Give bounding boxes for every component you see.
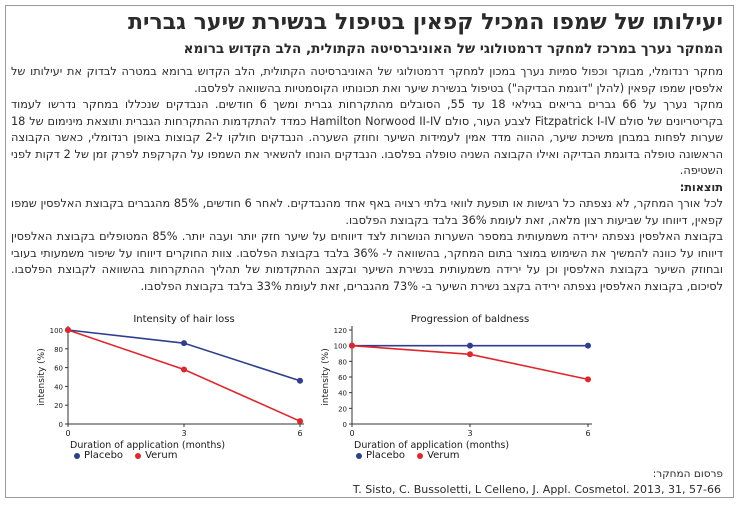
y-tick-label: 80 xyxy=(54,346,63,354)
method-paragraph: מחקר נערך על 66 גברים בריאים בגילאי 18 ע… xyxy=(11,98,724,177)
y-tick-label: 0 xyxy=(343,421,347,429)
results-paragraph: לכל אורך המחקר, לא נצפתה כל רגישות או תו… xyxy=(11,197,723,227)
x-tick-label: 6 xyxy=(585,429,590,438)
chart-title: Intensity of hair loss xyxy=(133,314,234,325)
legend-item: Placebo xyxy=(356,450,405,461)
source-label: פרסום המחקר: xyxy=(652,468,723,480)
x-tick-label: 0 xyxy=(349,429,354,438)
verum-marker-icon xyxy=(417,452,424,459)
y-tick-label: 100 xyxy=(334,343,347,351)
baldness-legend: Placebo Verum xyxy=(356,450,459,461)
legend-label: Verum xyxy=(145,450,178,461)
series-line-placebo xyxy=(67,329,301,382)
hair-loss-legend: Placebo Verum xyxy=(74,450,177,461)
placebo-marker-icon xyxy=(74,452,80,459)
article-subtitle: המחקר נערך במרכז למחקר דרמטולוגי של האונ… xyxy=(183,41,723,57)
article-title: יעילותו של שמפו המכיל קפאין בטיפול בנשיר… xyxy=(128,10,723,35)
chart-title: Progression of baldness xyxy=(411,314,529,325)
legend-label: Placebo xyxy=(366,450,406,461)
y-tick-label: 60 xyxy=(54,365,63,373)
results-heading: תוצאות: xyxy=(679,180,723,194)
article-body: מחקר רנדומלי, מבוקר וכפול סמיות נערך במכ… xyxy=(11,64,723,295)
legend-item: Verum xyxy=(135,450,177,461)
y-tick-label: 40 xyxy=(338,390,347,398)
legend-item: Verum xyxy=(417,450,459,461)
y-tick-label: 20 xyxy=(338,405,347,413)
data-point-verum xyxy=(585,376,591,383)
page: יעילותו של שמפו המכיל קפאין בטיפול בנשיר… xyxy=(5,5,734,498)
intro-paragraph: מחקר רנדומלי, מבוקר וכפול סמיות נערך במכ… xyxy=(11,65,723,95)
y-tick-label: 20 xyxy=(54,402,63,410)
legend-item: Placebo xyxy=(74,450,123,461)
data-point-placebo xyxy=(181,340,187,347)
results-paragraph: בקבוצת האלפסין נצפתה ירידה משמעותית במספ… xyxy=(11,230,724,293)
y-tick-label: 40 xyxy=(54,383,63,391)
y-tick-label: 100 xyxy=(50,327,63,335)
x-tick-label: 6 xyxy=(297,429,302,438)
data-point-placebo xyxy=(297,377,303,384)
x-tick-label: 3 xyxy=(181,429,186,438)
x-axis-label: Duration of application (months) xyxy=(70,440,225,451)
data-point-verum xyxy=(467,351,473,358)
placebo-marker-icon xyxy=(356,452,362,459)
y-tick-label: 120 xyxy=(334,327,347,335)
x-tick-label: 3 xyxy=(467,429,472,438)
data-point-verum xyxy=(349,342,355,349)
y-axis-label: intensity (%) xyxy=(37,348,47,405)
baldness-chart: Progression of baldness 0 20 40 60 80 100 120 0 3… xyxy=(318,312,608,461)
y-tick-label: 80 xyxy=(338,358,347,366)
citation: T. Sisto, C. Bussoletti, L Celleno, J. A… xyxy=(352,483,721,496)
legend-label: Verum xyxy=(427,450,460,461)
data-point-placebo xyxy=(585,342,591,349)
legend-label: Placebo xyxy=(84,450,124,461)
data-point-verum xyxy=(65,327,71,333)
hair-loss-chart: Intensity of hair loss 0 20 40 60 80 100 0 3 6 Dur… xyxy=(34,312,314,461)
y-tick-label: 60 xyxy=(338,374,347,382)
y-tick-label: 0 xyxy=(59,421,63,429)
data-point-verum xyxy=(297,418,303,425)
x-tick-label: 0 xyxy=(65,429,70,438)
y-axis-label: intensity (%) xyxy=(321,348,331,405)
x-axis-label: Duration of application (months) xyxy=(354,440,509,451)
verum-marker-icon xyxy=(135,452,142,459)
data-point-placebo xyxy=(467,342,473,349)
data-point-verum xyxy=(181,366,187,373)
series-line-verum xyxy=(351,344,589,381)
